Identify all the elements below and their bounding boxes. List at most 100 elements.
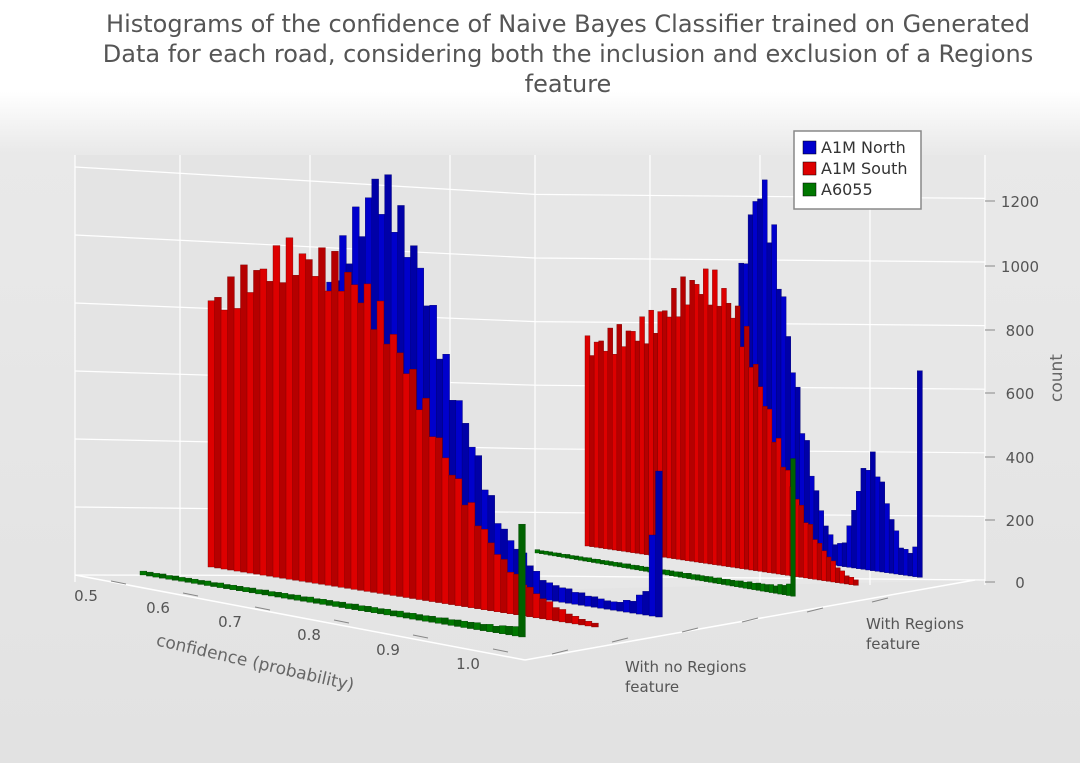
bar-a6055-regions <box>591 558 597 563</box>
bar-south-noregions <box>259 268 268 576</box>
bar-a6055-regions <box>729 580 735 587</box>
bar-a6055-noregions <box>467 621 475 629</box>
bar-south-noregions <box>591 622 599 628</box>
bar-south-noregions <box>396 352 404 597</box>
bar-north-regions <box>879 481 886 573</box>
bar-a6055-regions <box>703 576 709 582</box>
bar-north-regions <box>837 543 843 567</box>
bar-a6055-noregions <box>370 607 379 614</box>
bar-group-a6055-noregions <box>139 523 526 638</box>
bar-a6055-noregions <box>216 582 225 588</box>
bar-south-regions <box>689 280 695 562</box>
bar-north-regions <box>856 491 862 569</box>
bar-south-regions <box>744 326 750 570</box>
bar-north-regions <box>865 470 871 571</box>
bar-a6055-noregions <box>229 584 237 590</box>
bar-a6055-regions <box>677 571 683 578</box>
legend-label: A6055 <box>821 180 873 199</box>
bar-south-noregions <box>428 436 437 602</box>
title-line-1: Histograms of the confidence of Naive Ba… <box>106 10 1030 38</box>
bar-a6055-regions <box>578 556 584 561</box>
bar-north-noregions <box>545 582 553 601</box>
bar-north-noregions <box>577 592 586 606</box>
bar-south-regions <box>825 556 832 582</box>
bar-north-regions <box>874 476 881 572</box>
x-tick-label: 0.7 <box>218 613 242 631</box>
bar-north-noregions <box>558 587 566 603</box>
bar-south-noregions <box>383 343 391 595</box>
bar-south-regions <box>716 305 723 566</box>
bar-south-noregions <box>357 302 365 591</box>
bar-a6055-regions <box>586 557 592 562</box>
bar-south-regions <box>780 466 786 575</box>
x-tick-mark <box>412 634 429 639</box>
bar-a6055-regions <box>573 555 579 560</box>
bar-south-noregions <box>526 586 534 618</box>
bar-a6055-regions <box>751 583 757 590</box>
bar-south-noregions <box>344 272 352 589</box>
bar-a6055-regions <box>556 552 562 557</box>
bar-south-regions <box>725 302 732 567</box>
y-category-label: With no Regions <box>625 658 747 676</box>
bar-south-noregions <box>266 281 274 577</box>
bar-north-noregions <box>571 592 579 605</box>
bar-a6055-noregions <box>479 624 488 631</box>
bar-a6055-noregions <box>396 610 404 618</box>
bar-south-regions <box>694 284 700 563</box>
title-line-2: Data for each road, considering both the… <box>103 40 1033 68</box>
bar-south-regions <box>643 343 650 555</box>
bar-a6055-regions <box>634 565 640 571</box>
bar-a6055-noregions <box>454 619 462 627</box>
bar-south-regions <box>775 438 782 575</box>
x-tick-mark <box>333 619 350 624</box>
legend: A1M North A1M South A6055 <box>793 130 922 210</box>
z-tick-label: 400 <box>1006 449 1035 467</box>
bar-a6055-regions <box>764 584 770 593</box>
z-tick-label: 600 <box>1006 385 1035 403</box>
bar-north-noregions <box>603 600 612 610</box>
bar-south-noregions <box>246 292 255 574</box>
bar-south-regions <box>821 550 827 581</box>
bar-south-noregions <box>461 504 469 607</box>
bar-north-noregions <box>636 594 644 615</box>
bar-a6055-regions <box>786 583 792 596</box>
bar-north-noregions <box>552 585 560 602</box>
bar-a6055-noregions <box>325 600 334 606</box>
bar-north-regions <box>841 542 848 567</box>
bar-a6055-regions <box>721 579 727 585</box>
bar-north-regions <box>912 546 918 577</box>
bar-north-noregions <box>590 596 599 608</box>
bar-a6055-regions <box>716 577 722 584</box>
x-axis-line <box>74 574 526 661</box>
bar-south-regions <box>798 504 804 578</box>
y-tick-mark <box>871 597 889 603</box>
bar-north-regions <box>917 370 923 578</box>
bar-south-noregions <box>363 283 372 592</box>
bar-south-regions <box>639 316 645 555</box>
bar-south-noregions <box>558 609 567 623</box>
bar-a6055-noregions <box>152 573 160 578</box>
bar-south-noregions <box>448 474 456 605</box>
bar-south-noregions <box>493 554 502 612</box>
bar-south-regions <box>757 386 764 572</box>
bar-a6055-regions <box>560 553 566 558</box>
bar-south-noregions <box>552 607 560 622</box>
bar-a6055-noregions <box>300 596 308 602</box>
bar-south-regions <box>785 469 791 576</box>
bar-a6055-noregions <box>473 622 481 630</box>
bar-south-regions <box>698 294 704 563</box>
bar-north-noregions <box>648 534 657 617</box>
bar-a6055-regions <box>673 571 679 577</box>
x-tick-mark <box>110 580 127 585</box>
bar-south-regions <box>662 310 668 558</box>
bar-north-regions <box>893 530 900 575</box>
bar-a6055-noregions <box>428 615 436 623</box>
bar-south-regions <box>593 341 600 548</box>
bar-a6055-noregions <box>306 596 314 603</box>
bar-a6055-noregions <box>236 586 244 591</box>
bar-north-regions <box>903 549 909 576</box>
bar-a6055-regions <box>621 563 627 568</box>
bar-a6055-noregions <box>505 626 513 636</box>
bar-south-noregions <box>565 613 573 624</box>
